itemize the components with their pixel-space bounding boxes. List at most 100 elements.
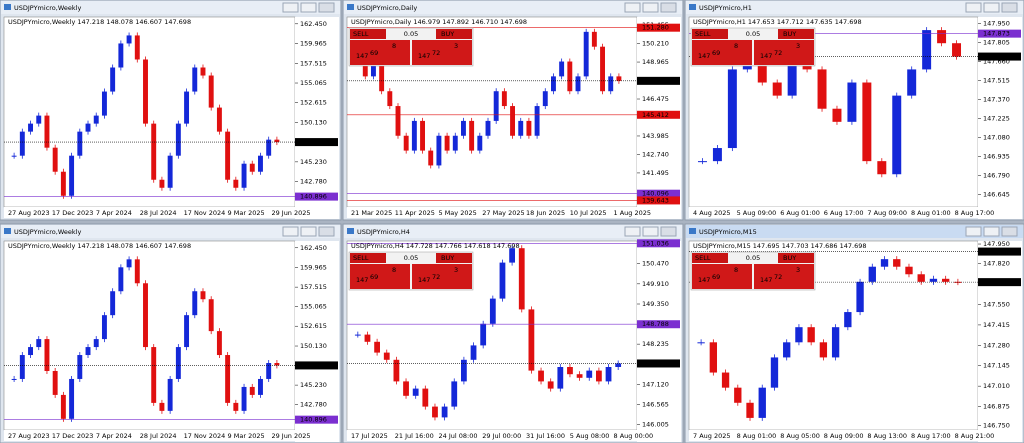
lots-input: 0.05 [746, 254, 760, 262]
window-button[interactable] [624, 226, 641, 237]
price-box [637, 359, 680, 368]
window-button[interactable] [300, 226, 317, 237]
candle [880, 259, 889, 267]
candle [499, 262, 506, 299]
window-button[interactable] [318, 2, 335, 13]
chart-window: USDJPYmicro,H4 150.470 149.910 149.350 148.2… [342, 223, 684, 443]
candle [605, 367, 612, 382]
candle [922, 30, 932, 70]
candle [480, 323, 487, 346]
candle [364, 334, 371, 342]
window-button[interactable] [660, 226, 677, 237]
x-tick-label: 9 Mar 2025 [228, 209, 265, 217]
candle [184, 91, 190, 124]
candle [917, 274, 925, 282]
candle [412, 388, 419, 396]
candle [721, 372, 730, 388]
candle [274, 139, 280, 143]
candle [817, 69, 827, 109]
candle [77, 355, 83, 379]
window-button[interactable] [983, 2, 1000, 13]
buy-button[interactable] [778, 253, 814, 263]
window-button[interactable] [660, 2, 677, 13]
bid-box[interactable] [350, 264, 410, 289]
bid-point: 8 [734, 266, 738, 274]
bid-box[interactable] [350, 40, 410, 65]
price-label: 147.900 [983, 248, 1010, 256]
ask-box[interactable] [754, 264, 814, 289]
price-box [637, 239, 680, 248]
candle [395, 106, 401, 136]
candle [159, 402, 165, 411]
window-button[interactable] [983, 226, 1000, 237]
x-tick-label: 8 Aug 00:00 [614, 432, 654, 440]
window-icon [347, 228, 354, 234]
ask-pips: 72 [432, 273, 440, 281]
candle [387, 91, 393, 107]
price-box [637, 320, 680, 329]
candle [461, 359, 467, 382]
sell-button[interactable] [350, 29, 386, 39]
x-tick-label: 9 Mar 2025 [228, 432, 265, 440]
y-tick-label: 148.965 [642, 58, 669, 66]
candle [118, 43, 124, 68]
ask-box[interactable] [754, 40, 814, 65]
y-tick-label: 162.450 [300, 20, 327, 28]
ask-pips: 72 [432, 49, 440, 57]
candle [551, 76, 556, 92]
candle [69, 378, 75, 419]
window-button[interactable] [318, 226, 335, 237]
candle [697, 161, 707, 163]
buy-button[interactable] [436, 253, 472, 263]
candle [85, 347, 91, 356]
window-button[interactable] [1001, 226, 1018, 237]
chart-window: USDJPYmicro,Weekly 162.450 159.965 157.515 1… [0, 223, 342, 443]
buy-button[interactable] [436, 29, 472, 39]
window-button[interactable] [642, 2, 659, 13]
window-button[interactable] [965, 226, 982, 237]
chart-window: USDJPYmicro,H1 147.950 147.805 147.660 147.5… [684, 0, 1024, 221]
sell-label: SELL [353, 30, 369, 38]
candle [907, 69, 917, 96]
candle [93, 339, 99, 348]
window-button[interactable] [642, 226, 659, 237]
x-tick-label: 8 Aug 17:00 [955, 209, 995, 217]
window-button[interactable] [624, 2, 641, 13]
price-label: 151.036 [642, 239, 669, 247]
candle [52, 147, 58, 172]
candle [787, 56, 797, 96]
bid-box[interactable] [692, 40, 752, 65]
candle [534, 106, 540, 136]
sell-button[interactable] [350, 253, 386, 263]
ask-box[interactable] [412, 264, 472, 289]
x-tick-label: 8 Aug 17:00 [911, 432, 951, 440]
window-button[interactable] [300, 2, 317, 13]
window-button[interactable] [1001, 2, 1018, 13]
x-tick-label: 8 Aug 13:00 [867, 432, 907, 440]
sell-button[interactable] [692, 253, 728, 263]
bid-box[interactable] [692, 264, 752, 289]
candle [134, 35, 140, 60]
candle [93, 115, 99, 124]
y-tick-label: 147.550 [983, 301, 1010, 309]
candle [856, 281, 864, 313]
candle [770, 357, 779, 388]
window-button[interactable] [282, 226, 299, 237]
window-button[interactable] [965, 2, 982, 13]
candle [615, 363, 622, 367]
candle [583, 31, 589, 77]
candle [266, 139, 272, 156]
chart-header: USDJPYmicro,H1 147.653 147.712 147.635 1… [693, 18, 862, 26]
y-tick-label: 152.615 [300, 99, 327, 107]
window-button[interactable] [282, 2, 299, 13]
candle [143, 59, 148, 124]
candle [60, 171, 66, 196]
title-bar [686, 225, 1023, 238]
ask-box[interactable] [412, 40, 472, 65]
ask-point: 3 [796, 42, 800, 50]
price-label: 140.896 [300, 193, 327, 201]
sell-button[interactable] [692, 29, 728, 39]
buy-button[interactable] [778, 29, 814, 39]
candle [746, 402, 754, 418]
